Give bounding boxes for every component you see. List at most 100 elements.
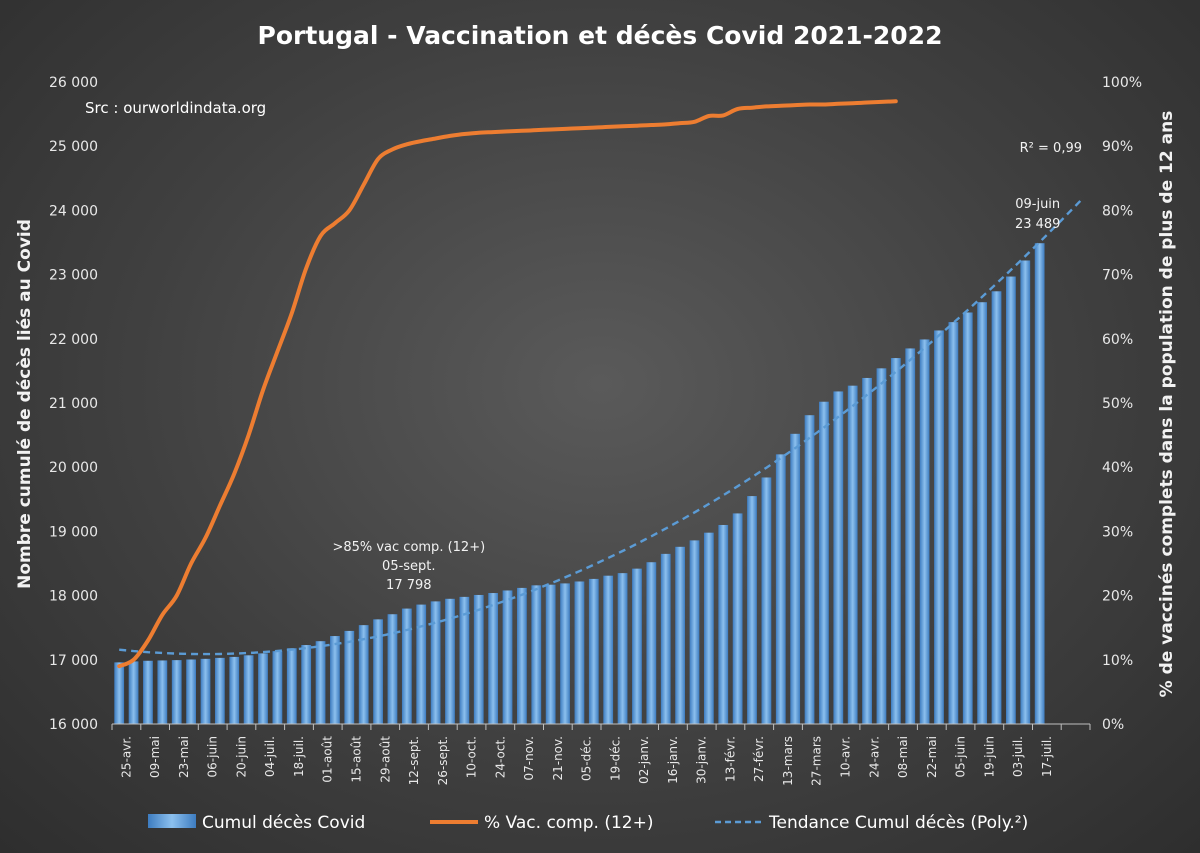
bars-series	[114, 243, 1045, 724]
y-left-tick-label: 25 000	[49, 139, 98, 155]
bar	[660, 553, 671, 724]
y-right-tick-label: 0%	[1102, 717, 1124, 733]
y-left-tick-label: 18 000	[49, 589, 98, 605]
bar	[531, 585, 542, 724]
bar	[344, 630, 355, 724]
bar	[315, 641, 326, 724]
x-tick-label: 01-août	[321, 736, 335, 783]
y-axis-right-title: % de vaccinés complets dans la populatio…	[1157, 111, 1177, 698]
bar	[545, 584, 556, 724]
x-tick-label: 17-juil.	[1040, 736, 1054, 777]
bar	[675, 546, 685, 724]
bar	[301, 645, 312, 724]
bar	[948, 322, 959, 724]
y-left-tick-label: 17 000	[49, 653, 98, 669]
x-tick-label: 05-déc.	[580, 736, 594, 781]
bar	[819, 401, 829, 724]
y-right-tick-label: 30%	[1102, 524, 1133, 540]
bar	[1034, 243, 1045, 724]
x-tick-label: 10-avr.	[839, 736, 853, 778]
y-axis-left-title: Nombre cumulé de décès liés au Covid	[15, 219, 35, 589]
x-tick-label: 27-févr.	[752, 736, 766, 782]
bar	[804, 415, 815, 724]
vaccination-line-series	[117, 99, 898, 669]
bar	[258, 653, 268, 724]
bar	[833, 391, 844, 724]
bar	[502, 590, 513, 724]
x-tick-label: 13-mars	[781, 736, 795, 786]
y-right-tick-label: 10%	[1102, 653, 1133, 669]
bar	[401, 608, 412, 724]
x-tick-label: 22-mai	[925, 736, 939, 778]
bar	[905, 348, 916, 724]
x-tick-label: 09-mai	[148, 736, 162, 778]
x-tick-label: 12-sept.	[407, 736, 421, 785]
x-tick-label: 07-nov.	[522, 736, 536, 781]
bar	[718, 524, 729, 724]
bar	[991, 291, 1002, 724]
bar	[272, 651, 283, 724]
trendline-series: R² = 0,99	[119, 141, 1084, 656]
bar	[459, 596, 470, 724]
x-tick-label: 24-avr.	[867, 736, 881, 778]
y-right-tick-label: 80%	[1102, 203, 1133, 219]
legend: Cumul décès Covid % Vac. comp. (12+) Tenda…	[148, 813, 1028, 833]
annotations: >85% vac comp. (12+) 05-sept. 17 798 09-jui…	[332, 197, 1060, 593]
bar	[286, 648, 297, 724]
y-left-tick-label: 19 000	[49, 524, 98, 540]
bar	[186, 659, 196, 724]
trendline-path	[119, 197, 1084, 656]
x-tick-label: 30-janv.	[695, 736, 709, 784]
bar	[574, 581, 585, 724]
y-right-tick-label: 20%	[1102, 589, 1133, 605]
y-right-tick-label: 100%	[1102, 75, 1142, 91]
x-tick-label: 19-juin	[982, 736, 996, 777]
annotation-vac-threshold: >85% vac comp. (12+)	[332, 540, 485, 555]
x-tick-label: 02-janv.	[637, 736, 651, 784]
bar	[430, 601, 441, 724]
bar	[517, 587, 527, 724]
legend-label-trend: Tendance Cumul décès (Poly.²)	[768, 813, 1028, 833]
bar	[603, 575, 614, 724]
x-tick-label: 25-avr.	[119, 736, 133, 778]
bar	[171, 660, 182, 724]
bar	[934, 330, 944, 724]
vaccination-line-path	[117, 99, 898, 669]
x-tick-label: 15-août	[350, 736, 364, 783]
bar	[387, 614, 398, 724]
legend-label-bars: Cumul décès Covid	[202, 813, 365, 833]
x-tick-label: 23-mai	[177, 736, 191, 778]
bar	[761, 477, 772, 724]
y-left-tick-label: 20 000	[49, 460, 98, 476]
x-tick-label: 29-août	[378, 736, 392, 783]
bar	[919, 339, 930, 724]
bar	[862, 377, 872, 724]
bar	[416, 604, 427, 724]
y-right-tick-label: 60%	[1102, 332, 1133, 348]
bar	[747, 496, 757, 724]
bar	[703, 532, 714, 724]
bar	[445, 598, 455, 724]
bar	[646, 562, 657, 724]
x-tick-label: 24-oct.	[493, 736, 507, 778]
x-tick-label: 05-juin	[954, 736, 968, 777]
y-left-tick-label: 24 000	[49, 203, 98, 219]
bar	[962, 312, 973, 724]
y-left-tick-label: 23 000	[49, 268, 98, 284]
bar	[373, 619, 383, 724]
bar	[775, 454, 786, 724]
bar	[977, 302, 988, 724]
x-tick-label: 16-janv.	[666, 736, 680, 784]
x-tick-label: 20-juin	[234, 736, 248, 777]
bar	[214, 657, 225, 724]
x-tick-label: 26-sept.	[436, 736, 450, 785]
y-left-tick-label: 26 000	[49, 75, 98, 91]
bar	[157, 660, 168, 724]
bar	[200, 658, 211, 724]
y-left-tick-label: 16 000	[49, 717, 98, 733]
chart-title: Portugal - Vaccination et décès Covid 20…	[258, 21, 943, 50]
bar	[588, 578, 599, 724]
annotation-last-value: 09-juin	[1015, 197, 1060, 212]
legend-label-line: % Vac. comp. (12+)	[484, 813, 654, 833]
bar	[330, 636, 340, 724]
